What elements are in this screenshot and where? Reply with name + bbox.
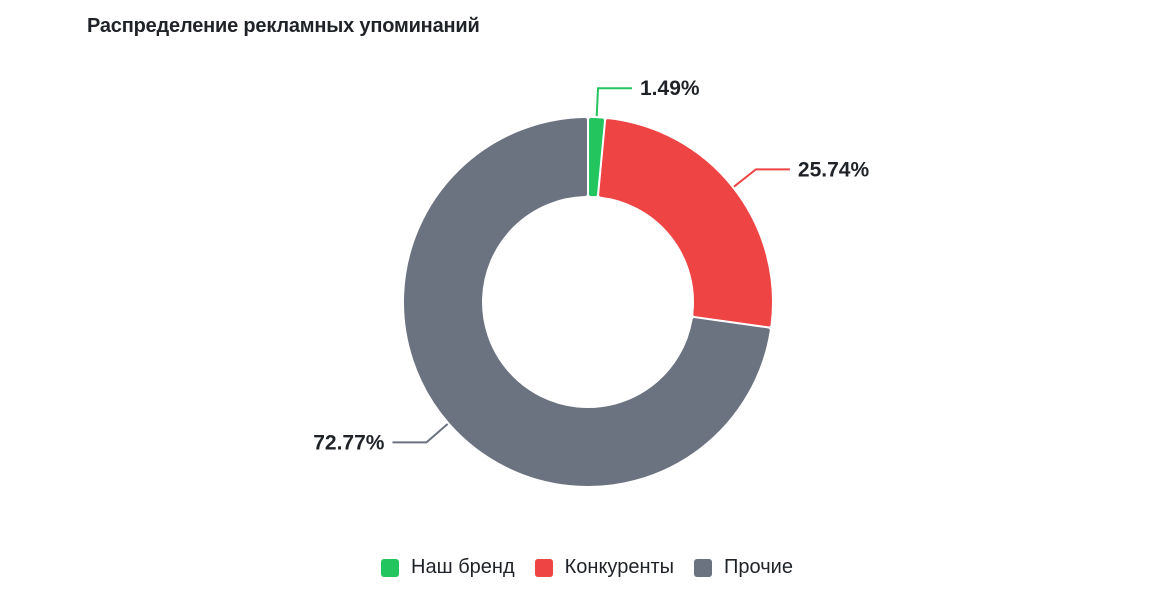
legend-label-competitors: Конкуренты	[564, 556, 675, 578]
legend: Наш бренд Конкуренты Прочие	[0, 556, 1174, 579]
legend-swatch-our-brand	[381, 558, 400, 577]
slice-our-brand[interactable]	[589, 118, 605, 197]
legend-swatch-others	[694, 558, 713, 577]
value-label-others: 72.77%	[313, 431, 385, 454]
legend-item-others[interactable]: Прочие	[694, 556, 793, 579]
value-label-our-brand: 1.49%	[640, 77, 700, 100]
slice-others[interactable]	[404, 118, 770, 486]
legend-label-our-brand: Наш бренд	[411, 556, 515, 578]
legend-item-our-brand[interactable]: Наш бренд	[381, 556, 515, 579]
donut-chart: 1.49% 25.74% 72.77%	[313, 77, 870, 486]
leader-line-competitors	[733, 168, 790, 188]
leader-line-others	[392, 423, 449, 444]
value-label-competitors: 25.74%	[798, 158, 870, 181]
chart-title: Распределение рекламных упоминаний	[87, 15, 480, 37]
legend-swatch-competitors	[534, 558, 553, 577]
slice-competitors[interactable]	[599, 119, 772, 327]
legend-item-competitors[interactable]: Конкуренты	[534, 556, 675, 579]
legend-label-others: Прочие	[724, 556, 793, 578]
leader-line-our-brand	[595, 87, 633, 117]
